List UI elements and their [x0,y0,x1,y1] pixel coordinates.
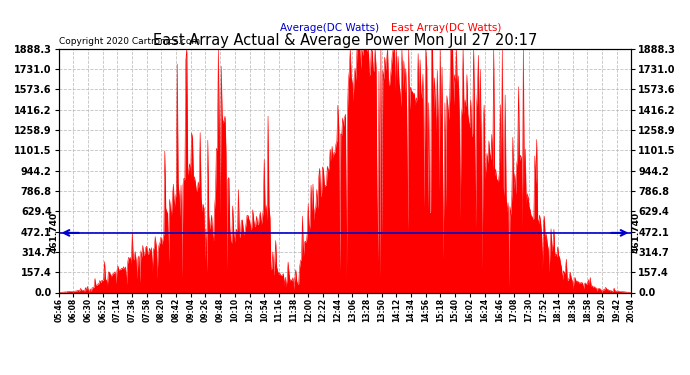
Text: Copyright 2020 Cartronics.com: Copyright 2020 Cartronics.com [59,38,200,46]
Text: East Array(DC Watts): East Array(DC Watts) [391,23,501,33]
Text: 461.740: 461.740 [632,212,641,254]
Text: 461.740: 461.740 [49,212,58,254]
Text: Average(DC Watts): Average(DC Watts) [280,23,380,33]
Title: East Array Actual & Average Power Mon Jul 27 20:17: East Array Actual & Average Power Mon Ju… [152,33,538,48]
